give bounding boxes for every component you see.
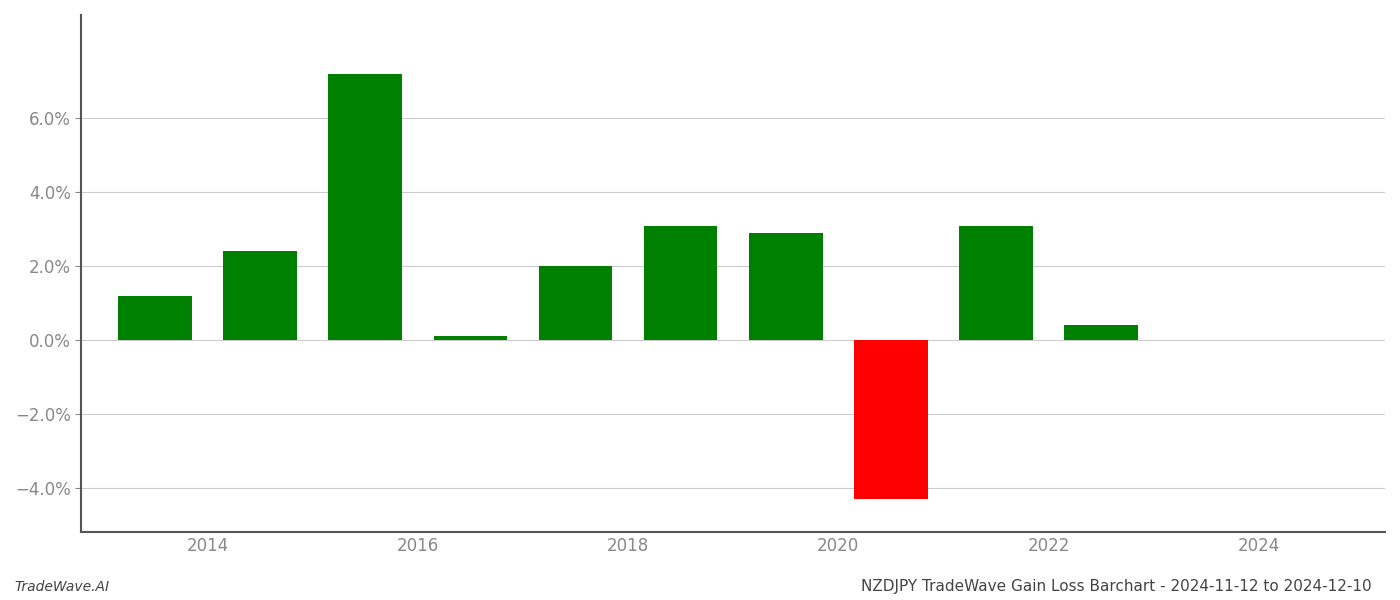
Text: NZDJPY TradeWave Gain Loss Barchart - 2024-11-12 to 2024-12-10: NZDJPY TradeWave Gain Loss Barchart - 20… bbox=[861, 579, 1372, 594]
Bar bbox=[1064, 325, 1138, 340]
Bar bbox=[539, 266, 612, 340]
Bar bbox=[329, 74, 402, 340]
Text: TradeWave.AI: TradeWave.AI bbox=[14, 580, 109, 594]
Bar bbox=[223, 251, 297, 340]
Bar bbox=[644, 226, 717, 340]
Bar bbox=[854, 340, 928, 499]
Bar bbox=[434, 337, 507, 340]
Bar bbox=[749, 233, 823, 340]
Bar bbox=[959, 226, 1033, 340]
Bar bbox=[118, 296, 192, 340]
